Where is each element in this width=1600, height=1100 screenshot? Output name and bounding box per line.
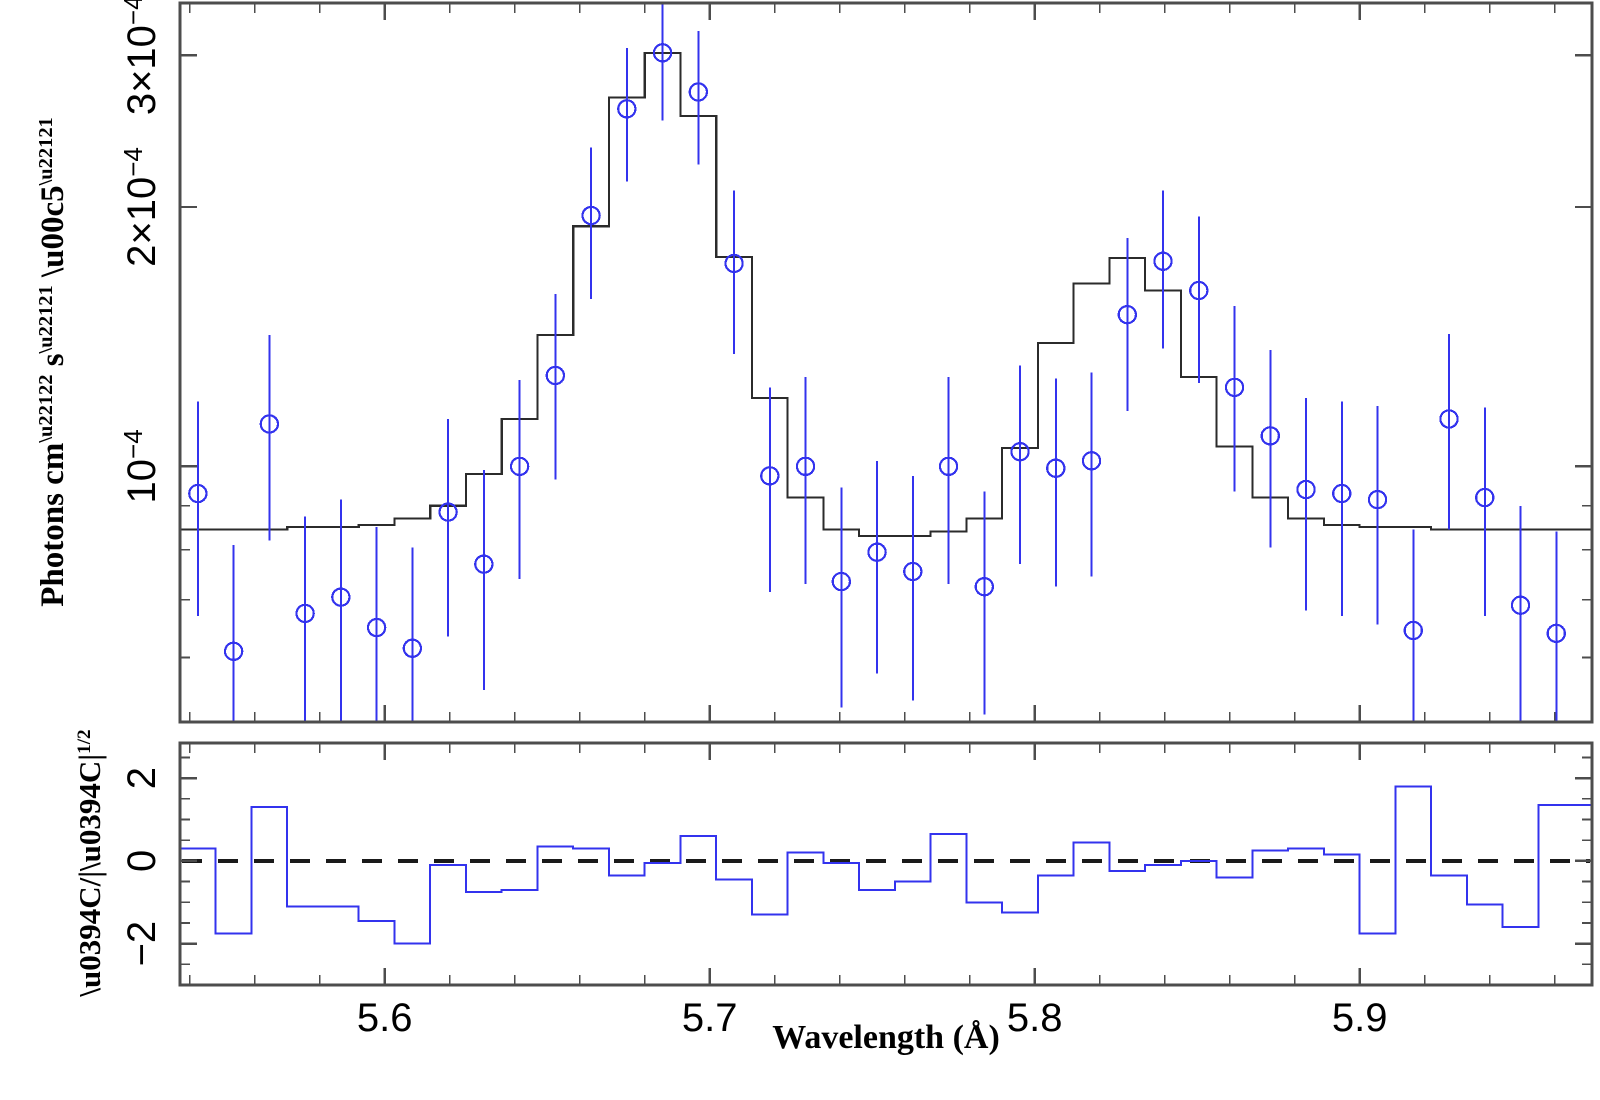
data-point-marker <box>1510 595 1531 615</box>
data-point-marker <box>1224 377 1245 398</box>
residual-y-tick-label-group: 2 <box>120 767 164 789</box>
x-tick-label: 5.7 <box>682 996 738 1040</box>
x-tick-label: 5.8 <box>1007 996 1063 1040</box>
data-point-marker <box>1403 620 1423 641</box>
main-y-tick-label-group: 10−4 <box>118 429 164 503</box>
data-point-marker <box>831 571 852 592</box>
residual-y-tick-label: 0 <box>120 850 164 872</box>
data-point-marker <box>1439 409 1459 429</box>
x-tick-label: 5.9 <box>1332 996 1388 1040</box>
data-point-marker <box>974 576 995 597</box>
data-point-marker <box>688 82 709 102</box>
main-border <box>178 1 1594 724</box>
main-y-tick-label: 3×10−4 <box>118 0 164 115</box>
main-y-tick-label: 10−4 <box>118 429 164 503</box>
data-point-marker <box>366 617 387 638</box>
data-point-marker <box>402 638 423 658</box>
main-y-axis-title: Photons cm\u22122 s\u22121 \u00c5\u22121 <box>35 117 71 607</box>
data-point-marker <box>760 466 780 486</box>
residual-y-tick-label: −2 <box>120 921 164 967</box>
residual-y-tick-label: 2 <box>120 767 164 789</box>
residual-y-axis-title: \u0394C/|\u0394C|1/2 <box>72 729 107 997</box>
residual-y-tick-label-group: −2 <box>120 921 164 967</box>
data-point-marker <box>259 414 280 434</box>
data-point-marker <box>223 641 244 662</box>
data-point-marker <box>1546 623 1566 644</box>
residual-path <box>180 785 1593 945</box>
data-point-marker <box>1117 304 1137 325</box>
residual-step-line <box>180 785 1593 945</box>
data-point-marker <box>581 205 601 226</box>
data-point-marker <box>1010 441 1030 462</box>
data-point-marker <box>1475 487 1495 508</box>
main-y-axis-title-group: Photons cm\u22122 s\u22121 \u00c5\u22121 <box>35 117 71 607</box>
residual-y-axis-title-group: \u0394C/|\u0394C|1/2 <box>72 729 107 997</box>
residual-y-tick-labels: −2 0 2 <box>120 767 164 966</box>
main-panel-frame <box>178 1 1594 724</box>
data-point-marker <box>652 43 673 63</box>
data-point-marker <box>938 456 959 477</box>
data-point-marker <box>295 603 315 624</box>
main-y-tick-labels: 10−4 2×10−4 3×10−4 <box>118 0 164 503</box>
data-point-marker <box>1296 479 1316 500</box>
main-y-tick-label-group: 3×10−4 <box>118 0 164 115</box>
main-y-tick-label: 2×10−4 <box>118 147 164 267</box>
data-point-marker <box>795 456 816 477</box>
data-point-marker <box>545 365 566 386</box>
data-point-marker <box>617 99 637 119</box>
data-point-marker <box>1189 280 1209 301</box>
main-y-tick-label-group: 2×10−4 <box>118 147 164 267</box>
data-point-marker <box>867 542 887 562</box>
data-point-marker <box>1367 489 1388 510</box>
data-point-marker <box>1153 251 1173 271</box>
x-axis-tick-labels: 5.6 5.7 5.8 5.9 <box>357 996 1388 1040</box>
data-point-marker <box>1046 458 1066 478</box>
data-point-marker <box>509 456 530 477</box>
residual-y-tick-label-group: 0 <box>120 850 164 872</box>
data-point-marker <box>903 561 923 582</box>
data-points-with-errorbars <box>188 4 1566 721</box>
residual-panel: −2 0 2 <box>120 741 1594 987</box>
data-point-marker <box>1332 483 1352 504</box>
data-point-marker <box>724 253 744 274</box>
x-axis-title: Wavelength (Å) <box>772 1019 1000 1056</box>
residual-border <box>178 741 1594 987</box>
data-point-marker <box>438 502 458 522</box>
data-point-marker <box>331 587 351 607</box>
data-point-marker <box>474 554 494 574</box>
main-spectrum-panel: 10−4 2×10−4 3×10−4 <box>118 0 1594 724</box>
x-tick-label: 5.6 <box>357 996 413 1040</box>
data-point-marker <box>188 483 208 504</box>
data-point-marker <box>1260 426 1280 446</box>
residual-panel-frame <box>178 741 1594 987</box>
data-point-marker <box>1081 451 1102 471</box>
